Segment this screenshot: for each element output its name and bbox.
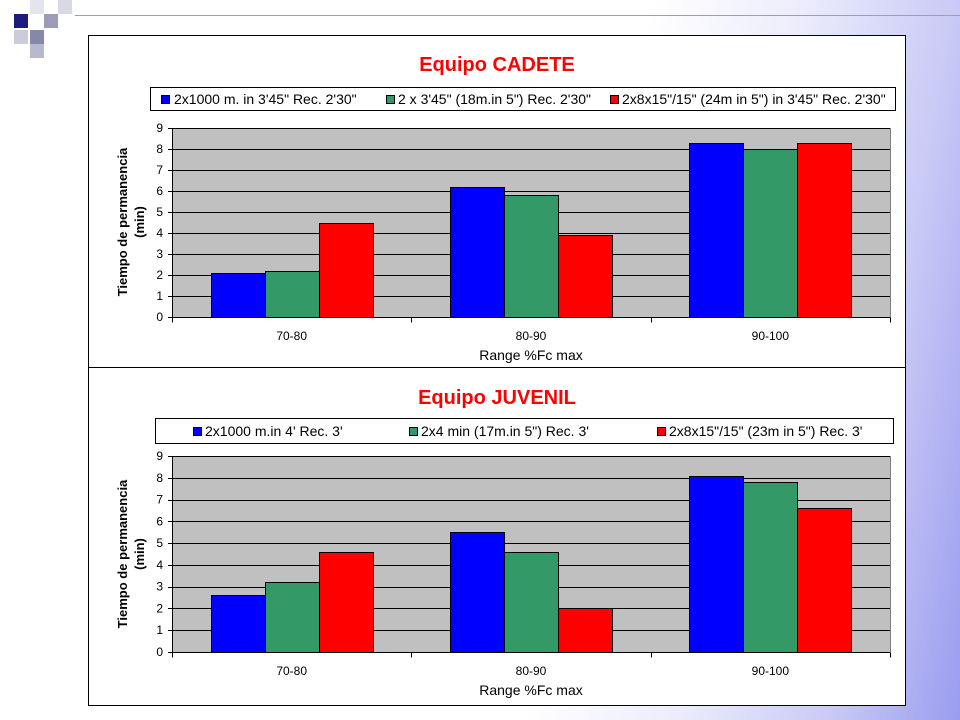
y-tick-label: 6 bbox=[156, 514, 163, 528]
decorative-square bbox=[58, 0, 72, 14]
legend: 2x1000 m.in 4' Rec. 3' 2x4 min (17m.in 5… bbox=[155, 418, 894, 444]
y-tick-label: 3 bbox=[156, 580, 163, 594]
y-tick-label: 3 bbox=[156, 247, 163, 261]
y-tick-label: 4 bbox=[156, 226, 163, 240]
legend-swatch-series-3 bbox=[610, 95, 619, 104]
plot-area: 0 1 2 3 4 5 6 7 8 9 70-80 80-90 90-100 bbox=[156, 121, 891, 343]
decorative-square bbox=[30, 44, 44, 58]
y-tick-label: 7 bbox=[156, 163, 163, 177]
y-tick-label: 5 bbox=[156, 536, 163, 550]
y-tick-label: 2 bbox=[156, 601, 163, 615]
plot-area: 0 1 2 3 4 5 6 7 8 9 70-80 80-90 90-100 bbox=[156, 449, 891, 678]
x-category-label: 80-90 bbox=[516, 329, 547, 343]
y-tick-label: 0 bbox=[156, 645, 163, 659]
bar-series-3-70-80 bbox=[319, 552, 374, 653]
legend-swatch-series-1 bbox=[161, 95, 170, 104]
bar-series-3-90-100 bbox=[797, 143, 852, 318]
y-tick-label: 1 bbox=[156, 289, 163, 303]
legend-label-series-2: 2x4 min (17m.in 5") Rec. 3' bbox=[421, 423, 589, 439]
legend-swatch-series-2 bbox=[386, 95, 395, 104]
legend-swatch-series-3 bbox=[657, 427, 666, 436]
legend-box bbox=[150, 87, 896, 111]
y-tick-label: 9 bbox=[156, 449, 163, 463]
y-tick-label: 1 bbox=[156, 623, 163, 637]
y-tick-label: 7 bbox=[156, 493, 163, 507]
bar-series-2-80-90 bbox=[504, 195, 559, 318]
bar-series-3-70-80 bbox=[319, 223, 374, 318]
bar-series-2-80-90 bbox=[504, 552, 559, 653]
chart-juvenil: Equipo JUVENIL 2x1000 m.in 4' Rec. 3' 2x… bbox=[88, 367, 906, 706]
chart-cadete-canvas: Equipo CADETE 2x1000 m. in 3'45" Rec. 2'… bbox=[88, 35, 906, 368]
legend-box bbox=[155, 418, 894, 444]
y-axis-title: Tiempo de permanencia bbox=[115, 479, 130, 628]
legend-label-series-2: 2 x 3'45" (18m.in 5") Rec. 2'30" bbox=[398, 91, 591, 107]
decorative-square bbox=[30, 30, 44, 44]
chart-juvenil-canvas: Equipo JUVENIL 2x1000 m.in 4' Rec. 3' 2x… bbox=[88, 367, 906, 706]
bar-series-2-70-80 bbox=[265, 271, 320, 318]
x-category-label: 80-90 bbox=[516, 664, 547, 678]
bar-series-3-90-100 bbox=[797, 508, 852, 653]
bar-series-1-70-80 bbox=[211, 273, 266, 318]
x-category-label: 70-80 bbox=[276, 329, 307, 343]
y-axis-title-unit: (min) bbox=[132, 206, 147, 238]
decorative-square bbox=[14, 14, 28, 28]
legend-label-series-1: 2x1000 m. in 3'45" Rec. 2'30" bbox=[174, 91, 357, 107]
decorative-square bbox=[14, 30, 28, 44]
bar-series-2-90-100 bbox=[743, 149, 798, 318]
x-category-label: 90-100 bbox=[752, 329, 790, 343]
chart-title: Equipo JUVENIL bbox=[418, 387, 576, 409]
y-tick-label: 4 bbox=[156, 558, 163, 572]
legend-label-series-3: 2x8x15"/15" (23m in 5") Rec. 3' bbox=[669, 423, 862, 439]
y-tick-label: 2 bbox=[156, 268, 163, 282]
legend-swatch-series-1 bbox=[193, 427, 202, 436]
y-tick-label: 6 bbox=[156, 184, 163, 198]
y-tick-label: 5 bbox=[156, 205, 163, 219]
x-category-label: 70-80 bbox=[276, 664, 307, 678]
bar-series-1-80-90 bbox=[450, 532, 505, 653]
decorative-square bbox=[44, 14, 58, 28]
bar-series-1-80-90 bbox=[450, 187, 505, 318]
top-divider-line bbox=[75, 15, 960, 16]
legend-label-series-1: 2x1000 m.in 4' Rec. 3' bbox=[205, 423, 343, 439]
bar-series-1-90-100 bbox=[689, 143, 744, 318]
bar-series-1-70-80 bbox=[211, 595, 266, 653]
legend-swatch-series-2 bbox=[409, 427, 418, 436]
x-category-label: 90-100 bbox=[752, 664, 790, 678]
y-axis-title-unit: (min) bbox=[132, 538, 147, 570]
y-tick-label: 8 bbox=[156, 142, 163, 156]
legend-label-series-3: 2x8x15"/15" (24m in 5") in 3'45" Rec. 2'… bbox=[622, 91, 886, 107]
bar-series-2-90-100 bbox=[743, 482, 798, 653]
bar-series-3-80-90 bbox=[558, 235, 613, 318]
y-tick-label: 8 bbox=[156, 471, 163, 485]
bar-series-3-80-90 bbox=[558, 608, 613, 653]
x-axis-title: Range %Fc max bbox=[479, 347, 582, 363]
bar-series-2-70-80 bbox=[265, 582, 320, 653]
y-axis-title: Tiempo de permanencia bbox=[115, 147, 130, 296]
bar-series-1-90-100 bbox=[689, 476, 744, 653]
chart-title: Equipo CADETE bbox=[419, 54, 575, 76]
chart-cadete: Equipo CADETE 2x1000 m. in 3'45" Rec. 2'… bbox=[88, 35, 906, 368]
decorative-square bbox=[30, 0, 44, 14]
y-tick-label: 0 bbox=[156, 310, 163, 324]
legend: 2x1000 m. in 3'45" Rec. 2'30" 2 x 3'45" … bbox=[150, 87, 896, 111]
x-axis-title: Range %Fc max bbox=[479, 682, 582, 698]
y-tick-label: 9 bbox=[156, 121, 163, 135]
